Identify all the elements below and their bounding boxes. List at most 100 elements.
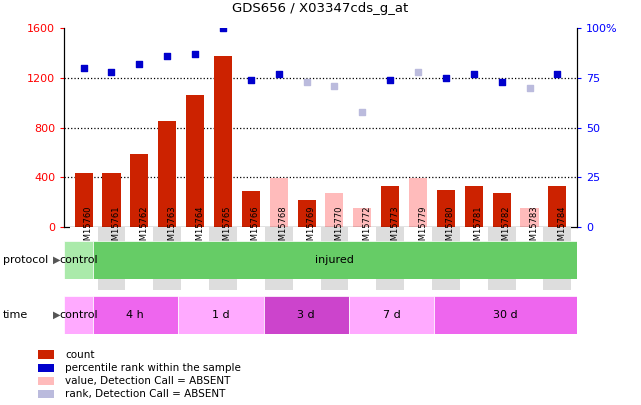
Bar [544, 227, 571, 290]
Bar [153, 227, 181, 290]
Point [246, 77, 256, 83]
Text: control: control [59, 255, 97, 265]
Point [274, 71, 284, 77]
Bar [515, 227, 544, 290]
Text: GSM15765: GSM15765 [223, 206, 232, 252]
Bar [492, 193, 511, 227]
Point [441, 75, 451, 81]
Text: protocol: protocol [3, 255, 49, 265]
Bar [488, 227, 515, 290]
Bar [404, 227, 432, 290]
Bar [432, 227, 460, 290]
Text: GSM15769: GSM15769 [306, 206, 315, 252]
Bar [64, 241, 92, 279]
Text: GSM15762: GSM15762 [139, 206, 148, 252]
Bar [97, 227, 126, 290]
Text: percentile rank within the sample: percentile rank within the sample [65, 363, 241, 373]
Bar [293, 227, 320, 290]
Bar [465, 186, 483, 227]
Bar [38, 377, 54, 385]
Point [190, 51, 200, 58]
Bar [38, 350, 54, 359]
Text: rank, Detection Call = ABSENT: rank, Detection Call = ABSENT [65, 389, 226, 399]
Point [357, 109, 367, 115]
Point [218, 25, 228, 32]
Point [162, 53, 172, 60]
Bar [265, 227, 293, 290]
Text: GSM15781: GSM15781 [474, 206, 483, 252]
Point [553, 71, 563, 77]
Bar [158, 122, 176, 227]
Text: GSM15783: GSM15783 [529, 206, 538, 252]
Bar [38, 364, 54, 372]
Bar [297, 200, 315, 227]
Text: GSM15768: GSM15768 [279, 206, 288, 252]
Bar [130, 153, 149, 227]
Text: ▶: ▶ [53, 310, 61, 320]
Point [469, 71, 479, 77]
Text: GSM15779: GSM15779 [418, 206, 427, 252]
Text: GSM15770: GSM15770 [335, 206, 344, 252]
Text: ▶: ▶ [53, 255, 61, 265]
Point [524, 85, 535, 91]
Text: GSM15772: GSM15772 [362, 206, 371, 252]
Text: GSM15760: GSM15760 [83, 206, 92, 252]
Bar [348, 227, 376, 290]
Point [78, 65, 88, 71]
Text: control: control [59, 310, 97, 320]
Point [106, 69, 117, 75]
Bar [64, 296, 92, 334]
Bar [103, 173, 121, 227]
Point [497, 79, 507, 85]
Text: injured: injured [315, 255, 354, 265]
Bar [242, 191, 260, 227]
Text: count: count [65, 350, 95, 360]
Bar [237, 227, 265, 290]
Point [134, 61, 144, 67]
Bar [376, 227, 404, 290]
Text: time: time [3, 310, 28, 320]
Text: GSM15780: GSM15780 [446, 206, 455, 252]
Bar [409, 179, 427, 227]
Text: 30 d: 30 d [494, 310, 518, 320]
Point [329, 83, 340, 89]
Text: 7 d: 7 d [383, 310, 401, 320]
Bar [186, 95, 204, 227]
Bar [38, 390, 54, 399]
Bar [270, 179, 288, 227]
Text: value, Detection Call = ABSENT: value, Detection Call = ABSENT [65, 376, 231, 386]
Bar [548, 186, 567, 227]
Text: GSM15773: GSM15773 [390, 206, 399, 252]
Bar [181, 227, 209, 290]
Bar [209, 227, 237, 290]
Text: GSM15763: GSM15763 [167, 206, 176, 252]
Bar [460, 227, 488, 290]
Bar [326, 193, 344, 227]
Bar [126, 227, 153, 290]
Bar [381, 186, 399, 227]
Text: 4 h: 4 h [126, 310, 144, 320]
Bar [320, 227, 348, 290]
Bar [353, 208, 371, 227]
Point [385, 77, 395, 83]
Text: GSM15766: GSM15766 [251, 206, 260, 252]
Text: 1 d: 1 d [212, 310, 229, 320]
Bar [92, 296, 178, 334]
Bar [178, 296, 263, 334]
Bar [435, 296, 577, 334]
Text: GDS656 / X03347cds_g_at: GDS656 / X03347cds_g_at [233, 2, 408, 15]
Text: GSM15761: GSM15761 [112, 206, 121, 252]
Text: GSM15764: GSM15764 [195, 206, 204, 252]
Point [301, 79, 312, 85]
Bar [520, 208, 538, 227]
Bar [263, 296, 349, 334]
Bar [214, 55, 232, 227]
Bar [74, 173, 93, 227]
Bar [349, 296, 435, 334]
Text: GSM15784: GSM15784 [558, 206, 567, 252]
Text: 3 d: 3 d [297, 310, 315, 320]
Point [413, 69, 423, 75]
Text: GSM15782: GSM15782 [502, 206, 511, 252]
Bar [70, 227, 97, 290]
Bar [437, 190, 455, 227]
